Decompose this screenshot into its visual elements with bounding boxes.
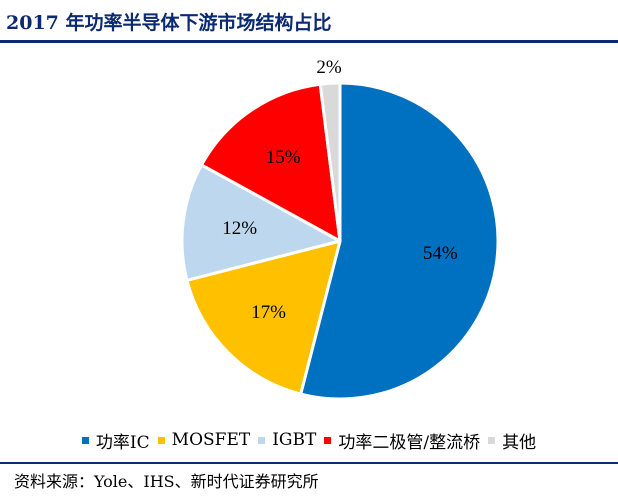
pie-label-1: 17%	[251, 302, 286, 323]
title-rule	[0, 40, 618, 43]
legend-swatch-4	[488, 436, 496, 444]
legend-swatch-1	[157, 436, 165, 444]
pie-label-0: 54%	[423, 243, 458, 264]
source-note: 资料来源：Yole、IHS、新时代证券研究所	[14, 472, 319, 491]
legend-item-4: 其他	[488, 428, 536, 453]
pie-slice-3	[200, 82, 342, 243]
pie-label-4: 2%	[316, 57, 342, 78]
legend-label-3: 功率二极管/整流桥	[338, 432, 481, 453]
chart-title: 2017 年功率半导体下游市场结构占比	[6, 12, 332, 34]
legend-swatch-0	[81, 436, 89, 444]
legend-item-1: MOSFET	[157, 430, 251, 450]
legend-item-3: 功率二极管/整流桥	[324, 428, 480, 453]
legend-label-4: 其他	[502, 432, 537, 453]
legend-label-1: MOSFET	[171, 430, 251, 450]
legend-label-0: 功率IC	[95, 432, 150, 453]
legend-item-0: 功率IC	[81, 428, 150, 453]
legend-swatch-2	[258, 436, 266, 444]
pie-chart: 54% 17% 12% 15% 2%	[180, 57, 500, 401]
source-rule	[0, 462, 618, 464]
pie-slice-1	[185, 239, 342, 396]
legend-item-2: IGBT	[258, 430, 316, 450]
pie-slice-2	[180, 163, 342, 282]
pie-label-3: 15%	[266, 147, 301, 168]
chart-legend: 功率IC MOSFET IGBT 功率二极管/整流桥 其他	[0, 426, 618, 454]
legend-swatch-3	[324, 436, 332, 444]
pie-label-2: 12%	[222, 218, 257, 239]
pie-slice-4	[318, 81, 342, 243]
legend-label-2: IGBT	[272, 430, 317, 450]
pie-slice-0	[299, 81, 500, 401]
